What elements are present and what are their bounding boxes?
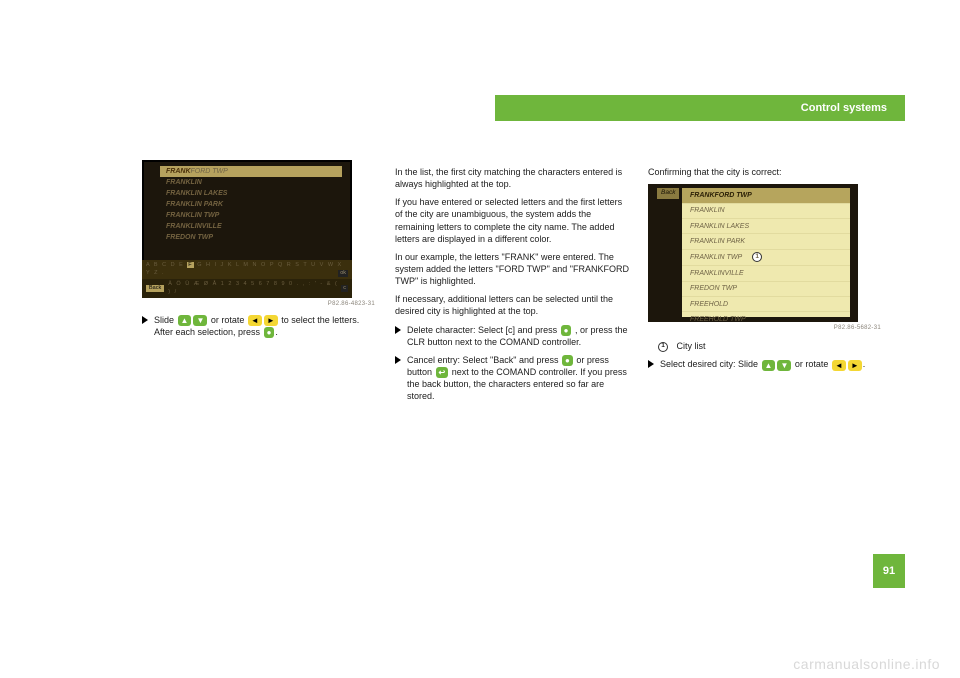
lead-text: Confirming that the city is correct:: [648, 166, 883, 178]
instr-text: or rotate: [795, 359, 831, 369]
delete-button[interactable]: c: [341, 285, 348, 292]
rotate-right-icon: ►: [264, 315, 278, 326]
legend-marker: 1: [658, 342, 668, 352]
slide-up-icon: ▲: [178, 315, 192, 326]
press-icon: ●: [562, 355, 573, 366]
list-item[interactable]: FRANKLIN PARK: [160, 199, 342, 210]
list-item[interactable]: FRANKLIN: [682, 203, 850, 218]
back-glyph-icon: ↩: [436, 367, 449, 378]
alpha-mid: G H I J K: [194, 262, 236, 268]
alpha-row-2: Back Ä Ö Ü Æ Ø Å 1 2 3 4 5 6 7 8 9 0 . ,…: [142, 279, 352, 298]
list-item[interactable]: FRANKLIN LAKES: [160, 188, 342, 199]
list-item[interactable]: FREDON TWP: [160, 232, 342, 243]
screen-ref-1: P82.86-4823-31: [142, 300, 377, 308]
paragraph: If necessary, additional letters can be …: [395, 293, 630, 317]
instr-text: Select desired city: Slide: [660, 359, 761, 369]
list-item[interactable]: FRANKFORD TWP: [682, 188, 850, 202]
rotate-left-icon: ◄: [248, 315, 262, 326]
back-button[interactable]: Back: [146, 285, 164, 292]
list-screen: Back FRANKFORD TWPFRANKLINFRANKLIN LAKES…: [648, 184, 858, 322]
rotate-right-icon: ►: [848, 360, 862, 371]
paragraph: In the list, the first city matching the…: [395, 166, 630, 190]
column-1: FRANKFORD TWPFRANKLINFRANKLIN LAKESFRANK…: [142, 160, 377, 338]
instr-text: Delete character: Select [c] and press: [407, 325, 560, 335]
section-header: Control systems: [495, 95, 905, 121]
list-item[interactable]: FRANKLIN TWP: [160, 210, 342, 221]
list-item[interactable]: FREEHOLD: [682, 296, 850, 311]
bullet-icon: [142, 316, 148, 324]
list-item[interactable]: FRANKLINVILLE: [160, 221, 342, 232]
instr-text: Slide: [154, 315, 177, 325]
list-item[interactable]: FRANKLIN TWP1: [682, 249, 850, 265]
column-3: Confirming that the city is correct: Bac…: [648, 160, 883, 371]
callout-marker: 1: [752, 252, 762, 262]
ok-button[interactable]: ok: [338, 270, 348, 277]
list-item[interactable]: FRANKLIN LAKES: [682, 218, 850, 233]
instr-text: Cancel entry: Select "Back" and press: [407, 355, 561, 365]
list-item[interactable]: FRANKLIN PARK: [682, 233, 850, 248]
instruction-select: Select desired city: Slide ▲▼ or rotate …: [648, 358, 883, 370]
list-item[interactable]: FREDON TWP: [682, 281, 850, 296]
bullet-icon: [395, 326, 401, 334]
page-number: 91: [873, 554, 905, 588]
press-icon: ●: [264, 327, 275, 338]
instruction-delete: Delete character: Select [c] and press ●…: [395, 324, 630, 348]
instruction-cancel: Cancel entry: Select "Back" and press ● …: [395, 354, 630, 403]
paragraph: In our example, the letters "FRANK" were…: [395, 251, 630, 287]
list-item[interactable]: FREEHOLD TWP: [682, 311, 850, 326]
list-item[interactable]: FRANKLINVILLE: [682, 265, 850, 280]
instr-text: .: [275, 327, 278, 337]
back-button[interactable]: Back: [657, 188, 679, 199]
watermark: carmanualsonline.info: [793, 656, 940, 672]
list-item[interactable]: FRANKFORD TWP: [160, 166, 342, 177]
column-2: In the list, the first city matching the…: [395, 160, 630, 402]
legend: 1 City list: [648, 340, 883, 352]
rotate-left-icon: ◄: [832, 360, 846, 371]
legend-label: City list: [677, 341, 706, 351]
list-item[interactable]: FRANKLIN: [160, 177, 342, 188]
alpha-row-1: A B C D E F G H I J K L M N O P Q R S T …: [142, 260, 352, 279]
alpha2-chars: Ä Ö Ü Æ Ø Å 1 2 3 4 5 6 7 8 9 0 . , : ' …: [168, 281, 341, 296]
slide-down-icon: ▼: [777, 360, 791, 371]
instr-text: .: [863, 359, 866, 369]
alpha-pre: A B C D E: [146, 262, 187, 268]
slide-down-icon: ▼: [193, 315, 207, 326]
input-screen: FRANKFORD TWPFRANKLINFRANKLIN LAKESFRANK…: [142, 160, 352, 298]
section-title: Control systems: [801, 102, 887, 114]
instr-text: or rotate: [211, 315, 247, 325]
bullet-icon: [395, 356, 401, 364]
slide-up-icon: ▲: [762, 360, 776, 371]
instruction-1: Slide ▲▼ or rotate ◄► to select the lett…: [142, 314, 377, 338]
paragraph: If you have entered or selected letters …: [395, 196, 630, 245]
bullet-icon: [648, 360, 654, 368]
press-icon: ●: [561, 325, 572, 336]
